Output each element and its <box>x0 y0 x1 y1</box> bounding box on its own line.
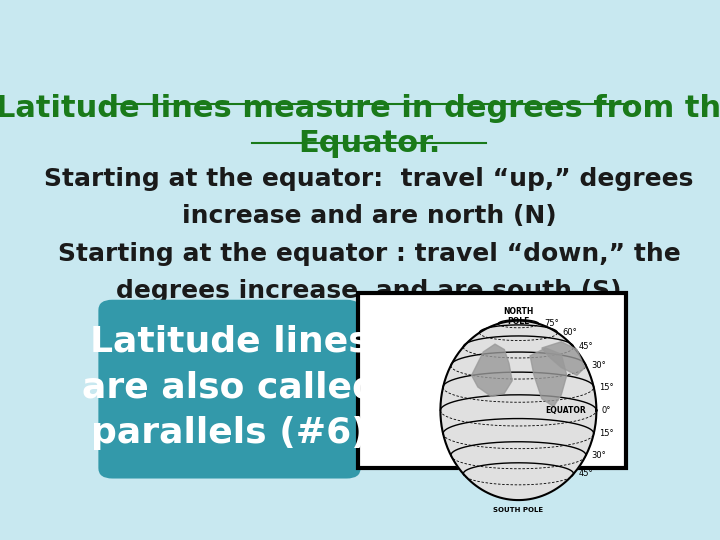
Text: Equator.: Equator. <box>298 129 440 158</box>
Text: 30°: 30° <box>591 361 606 370</box>
Text: NORTH
POLE: NORTH POLE <box>503 307 534 327</box>
Text: 45°: 45° <box>579 342 593 352</box>
Polygon shape <box>441 321 596 500</box>
Text: 60°: 60° <box>563 328 577 337</box>
Bar <box>358 294 626 468</box>
Text: Starting at the equator:  travel “up,” degrees: Starting at the equator: travel “up,” de… <box>45 167 693 191</box>
Text: Starting at the equator : travel “down,” the: Starting at the equator : travel “down,”… <box>58 241 680 266</box>
Polygon shape <box>472 344 512 396</box>
Text: SOUTH POLE: SOUTH POLE <box>493 507 544 513</box>
Text: 15°: 15° <box>599 429 614 438</box>
FancyBboxPatch shape <box>99 300 361 478</box>
Text: Latitude lines: Latitude lines <box>89 325 369 359</box>
Text: 75°: 75° <box>544 319 559 328</box>
Text: 0°: 0° <box>602 406 611 415</box>
Polygon shape <box>541 342 585 375</box>
Text: parallels (#6): parallels (#6) <box>91 416 368 450</box>
Text: degrees increase  and are south (S): degrees increase and are south (S) <box>116 279 622 303</box>
Text: 15°: 15° <box>599 383 614 391</box>
Text: EQUATOR: EQUATOR <box>546 406 587 415</box>
Text: 45°: 45° <box>579 469 593 478</box>
Text: increase and are north (N): increase and are north (N) <box>181 204 557 228</box>
Text: Latitude lines measure in degrees from the: Latitude lines measure in degrees from t… <box>0 94 720 123</box>
Text: are also called: are also called <box>81 370 377 404</box>
Text: 30°: 30° <box>591 451 606 460</box>
Polygon shape <box>530 348 567 407</box>
